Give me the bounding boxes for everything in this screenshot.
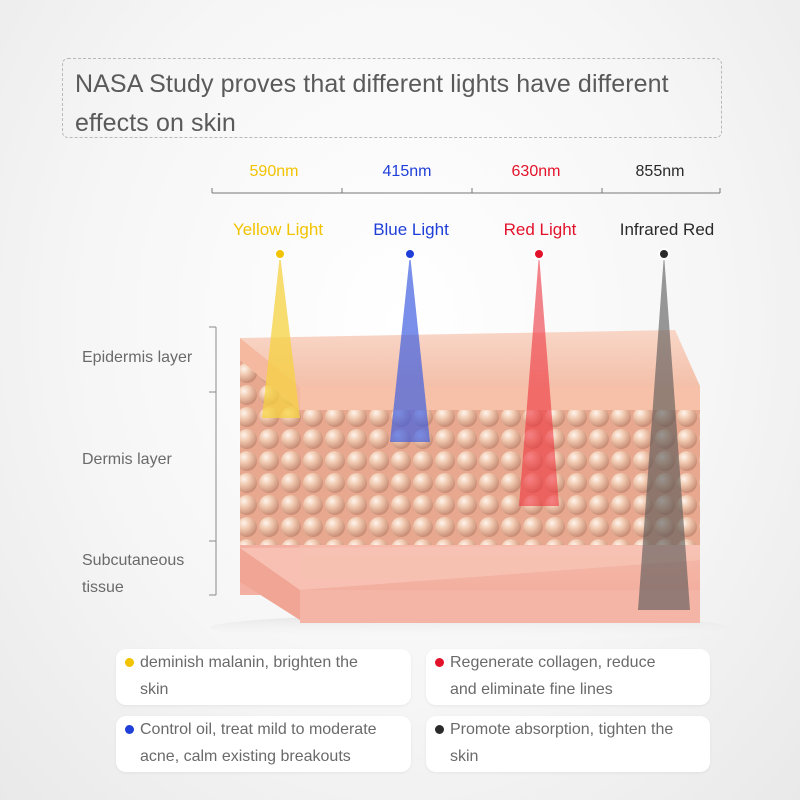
effect-yellow-line2: skin xyxy=(140,681,169,698)
wavelength-red: 630nm xyxy=(511,163,561,180)
title-box: NASA Study proves that different lights … xyxy=(62,58,722,138)
infrared-dot-icon xyxy=(658,248,670,260)
blue-bullet-icon xyxy=(125,725,134,734)
wavelength-blue: 415nm xyxy=(382,163,432,180)
effect-card-blue: Control oil, treat mild to moderate acne… xyxy=(116,716,411,772)
label-epidermis: Epidermis layer xyxy=(82,349,193,366)
label-yellow-light: Yellow Light xyxy=(232,220,324,239)
effect-infrared-text: Promote absorption, tighten the skin xyxy=(450,716,702,770)
effect-red-text: Regenerate collagen, reduce and eliminat… xyxy=(450,649,702,703)
blue-beam xyxy=(390,254,430,442)
label-infrared-red: Infrared Red xyxy=(619,220,715,239)
yellow-bullet-icon xyxy=(125,658,134,667)
infrared-beam xyxy=(638,254,690,610)
effect-infrared-line1: Promote absorption, tighten the xyxy=(450,721,674,738)
wavelength-infrared: 855nm xyxy=(635,163,685,180)
subcutaneous-left-face xyxy=(240,548,300,620)
label-red-light: Red Light xyxy=(503,220,577,239)
infrared-bullet-icon xyxy=(435,725,444,734)
epidermis-front xyxy=(300,386,700,410)
skin-top xyxy=(240,330,700,386)
label-subcutaneous-line1: Subcutaneous xyxy=(82,552,185,569)
dermis-front xyxy=(300,410,700,545)
page-title: NASA Study proves that different lights … xyxy=(75,70,669,137)
effect-blue-line2: acne, calm existing breakouts xyxy=(140,748,351,765)
blue-dot-icon xyxy=(404,248,416,260)
effect-card-yellow: deminish malanin, brighten the skin xyxy=(116,649,411,705)
effect-yellow-line1: deminish malanin, brighten the xyxy=(140,654,358,671)
label-subcutaneous-line2: tissue xyxy=(82,579,124,596)
effect-yellow-text: deminish malanin, brighten the skin xyxy=(140,649,403,703)
red-beam xyxy=(519,254,559,506)
effect-infrared-line2: skin xyxy=(450,748,479,765)
effect-red-line1: Regenerate collagen, reduce xyxy=(450,654,656,671)
red-bullet-icon xyxy=(435,658,444,667)
label-blue-light: Blue Light xyxy=(373,220,449,239)
yellow-dot-icon xyxy=(274,248,286,260)
red-dot-icon xyxy=(533,248,545,260)
effect-card-red: Regenerate collagen, reduce and eliminat… xyxy=(426,649,710,705)
effect-blue-line1: Control oil, treat mild to moderate xyxy=(140,721,377,738)
label-subcutaneous: Subcutaneous tissue xyxy=(82,547,184,601)
effect-red-line2: and eliminate fine lines xyxy=(450,681,613,698)
layer-bracket xyxy=(209,326,217,596)
wavelength-scale xyxy=(211,188,721,194)
effect-card-infrared: Promote absorption, tighten the skin xyxy=(426,716,710,772)
skin-block xyxy=(240,330,700,623)
effect-blue-text: Control oil, treat mild to moderate acne… xyxy=(140,716,403,770)
yellow-beam xyxy=(262,254,300,418)
label-dermis: Dermis layer xyxy=(82,451,172,468)
wavelength-yellow: 590nm xyxy=(249,163,299,180)
